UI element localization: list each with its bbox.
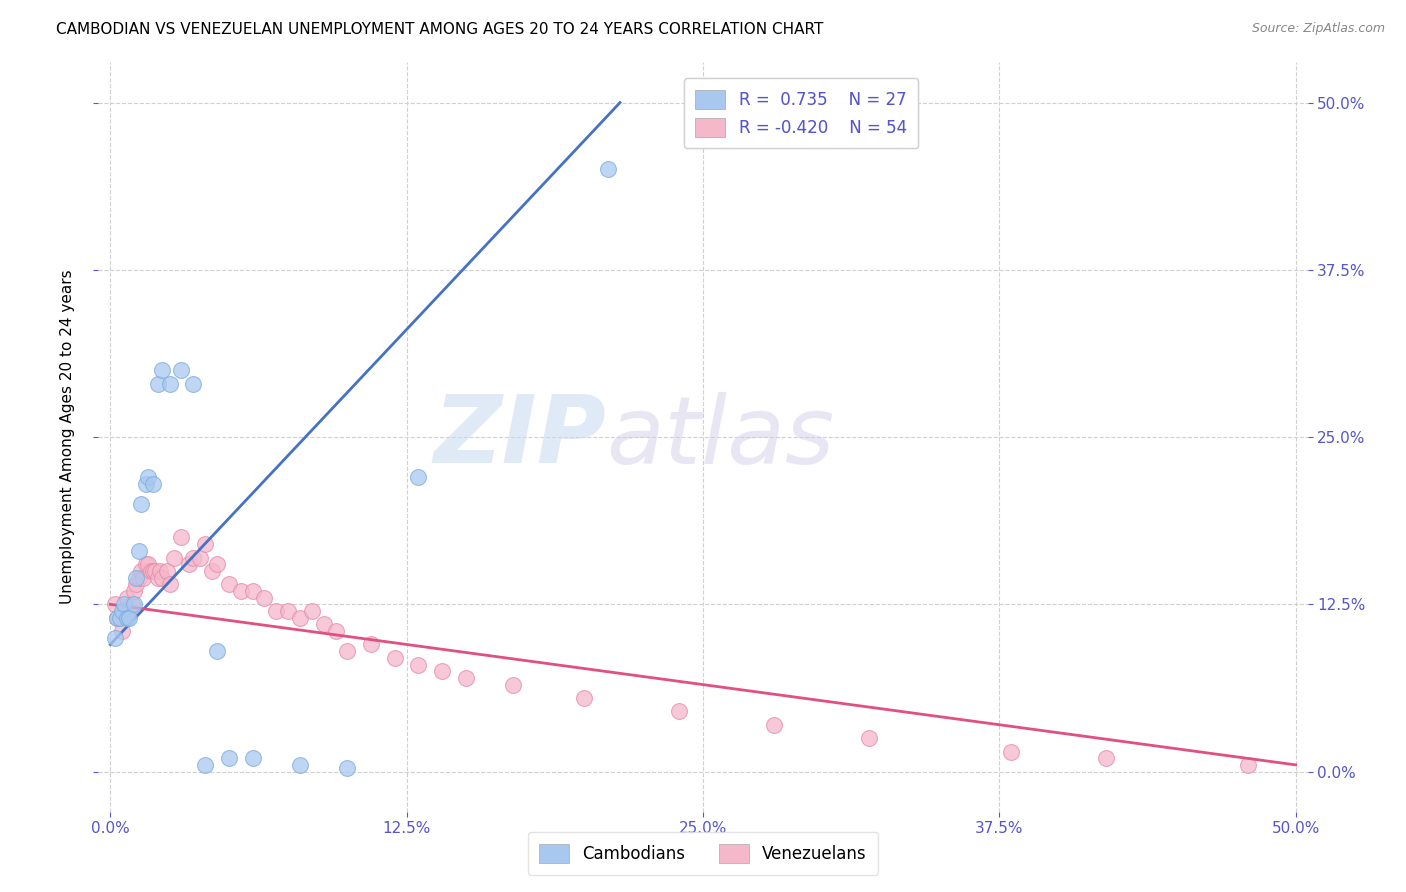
Point [121,598,143,612]
Point [111,604,134,618]
Point [1237,758,1260,772]
Point [181,376,204,391]
Point [502,678,524,692]
Point [159,577,181,591]
Point [163,550,186,565]
Point [122,598,145,612]
Point [114,598,136,612]
Text: Source: ZipAtlas.com: Source: ZipAtlas.com [1251,22,1385,36]
Point [105,611,128,625]
Point [253,591,276,605]
Point [128,543,150,558]
Point [122,583,145,598]
Point [115,611,138,625]
Point [115,591,138,605]
Point [142,476,165,491]
Point [325,624,347,639]
Point [763,717,786,731]
Point [152,571,174,585]
Point [104,631,127,645]
Point [139,564,162,578]
Point [336,760,359,774]
Point [201,564,224,578]
Point [574,690,596,705]
Point [146,376,169,391]
Point [156,564,179,578]
Point [118,604,141,618]
Text: ZIP: ZIP [433,391,606,483]
Point [181,550,204,565]
Point [598,162,620,177]
Text: CAMBODIAN VS VENEZUELAN UNEMPLOYMENT AMONG AGES 20 TO 24 YEARS CORRELATION CHART: CAMBODIAN VS VENEZUELAN UNEMPLOYMENT AMO… [56,22,824,37]
Legend: R =  0.735    N = 27, R = -0.420    N = 54: R = 0.735 N = 27, R = -0.420 N = 54 [683,78,918,148]
Point [668,705,690,719]
Point [384,651,406,665]
Point [312,617,335,632]
Point [408,657,430,672]
Point [360,637,382,651]
Point [408,470,430,484]
Point [1095,751,1118,765]
Point [159,376,181,391]
Point [229,583,252,598]
Point [125,571,148,585]
Point [136,470,159,484]
Point [432,664,454,679]
Point [170,530,193,544]
Point [454,671,477,685]
Point [336,644,359,658]
Point [136,557,159,572]
Point [170,363,193,377]
Point [858,731,880,746]
Point [125,577,148,591]
Point [301,604,323,618]
Point [142,564,165,578]
Point [135,557,157,572]
Y-axis label: Unemployment Among Ages 20 to 24 years: Unemployment Among Ages 20 to 24 years [60,269,75,605]
Point [108,611,131,625]
Point [1000,744,1022,758]
Point [146,571,169,585]
Point [194,537,217,551]
Point [135,476,157,491]
Point [288,758,311,772]
Point [152,363,174,377]
Point [190,550,212,565]
Point [128,571,150,585]
Point [242,751,264,765]
Point [218,577,240,591]
Point [218,751,240,765]
Point [177,557,200,572]
Point [205,557,228,572]
Point [277,604,299,618]
Point [104,598,127,612]
Point [105,611,128,625]
Legend: Cambodians, Venezuelans: Cambodians, Venezuelans [527,832,879,875]
Point [114,604,136,618]
Point [129,497,152,511]
Point [111,624,134,639]
Point [118,611,141,625]
Point [143,564,166,578]
Point [288,611,311,625]
Point [129,564,152,578]
Point [149,564,172,578]
Point [264,604,287,618]
Text: atlas: atlas [606,392,835,483]
Point [205,644,228,658]
Point [242,583,264,598]
Point [194,758,217,772]
Point [132,571,155,585]
